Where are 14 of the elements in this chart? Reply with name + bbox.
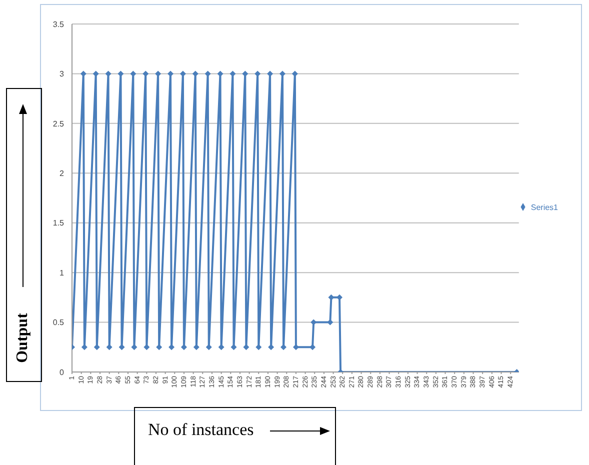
y-tick-label: 2.5 bbox=[52, 119, 65, 128]
y-axis-title: Output bbox=[14, 313, 32, 363]
point bbox=[310, 344, 316, 350]
point bbox=[144, 344, 150, 350]
x-axis-title: No of instances bbox=[148, 420, 254, 440]
legend-label: Series1 bbox=[530, 202, 558, 212]
y-tick-label: 0.5 bbox=[52, 318, 65, 328]
point bbox=[256, 344, 262, 350]
y-tick-label: 2 bbox=[60, 168, 65, 178]
y-tick-label: 3.5 bbox=[52, 20, 65, 29]
y-tick-label: 0 bbox=[60, 368, 65, 377]
y-tick-label: 3 bbox=[60, 70, 65, 79]
y-tick-label: 1.5 bbox=[52, 218, 65, 228]
y-tick-label: 1 bbox=[60, 268, 65, 278]
